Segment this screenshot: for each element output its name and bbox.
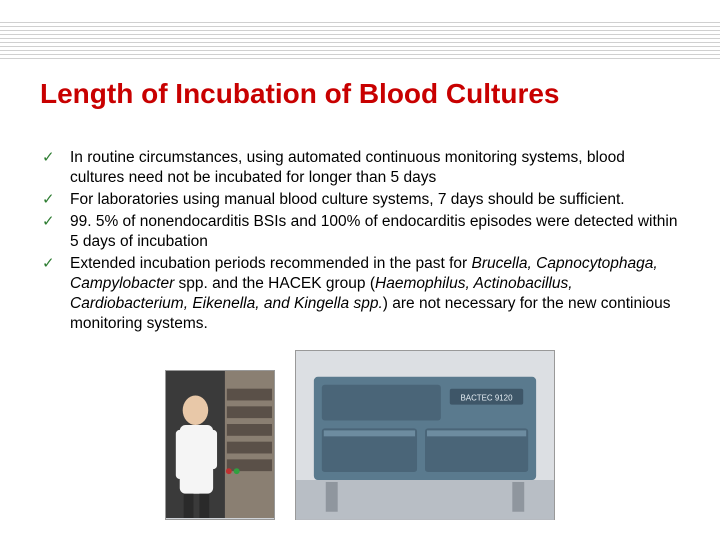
instrument-label: BACTEC 9120 bbox=[461, 394, 514, 403]
checkmark-icon: ✓ bbox=[42, 254, 70, 274]
bullet-item: ✓For laboratories using manual blood cul… bbox=[42, 190, 678, 210]
image-row: BACTEC 9120 bbox=[0, 350, 720, 520]
checkmark-icon: ✓ bbox=[42, 148, 70, 168]
bullet-text: In routine circumstances, using automate… bbox=[70, 148, 678, 188]
bullet-list: ✓In routine circumstances, using automat… bbox=[42, 148, 678, 336]
slide-title: Length of Incubation of Blood Cultures bbox=[40, 78, 680, 110]
bullet-text: Extended incubation periods recommended … bbox=[70, 254, 678, 334]
bullet-item: ✓99. 5% of nonendocarditis BSIs and 100%… bbox=[42, 212, 678, 252]
checkmark-icon: ✓ bbox=[42, 190, 70, 210]
header-rule-lines bbox=[0, 22, 720, 62]
checkmark-icon: ✓ bbox=[42, 212, 70, 232]
bactec-instrument-photo: BACTEC 9120 bbox=[295, 350, 555, 520]
bullet-text: For laboratories using manual blood cult… bbox=[70, 190, 678, 210]
lab-technician-photo bbox=[165, 370, 275, 520]
bullet-item: ✓In routine circumstances, using automat… bbox=[42, 148, 678, 188]
bullet-item: ✓Extended incubation periods recommended… bbox=[42, 254, 678, 334]
bullet-text: 99. 5% of nonendocarditis BSIs and 100% … bbox=[70, 212, 678, 252]
